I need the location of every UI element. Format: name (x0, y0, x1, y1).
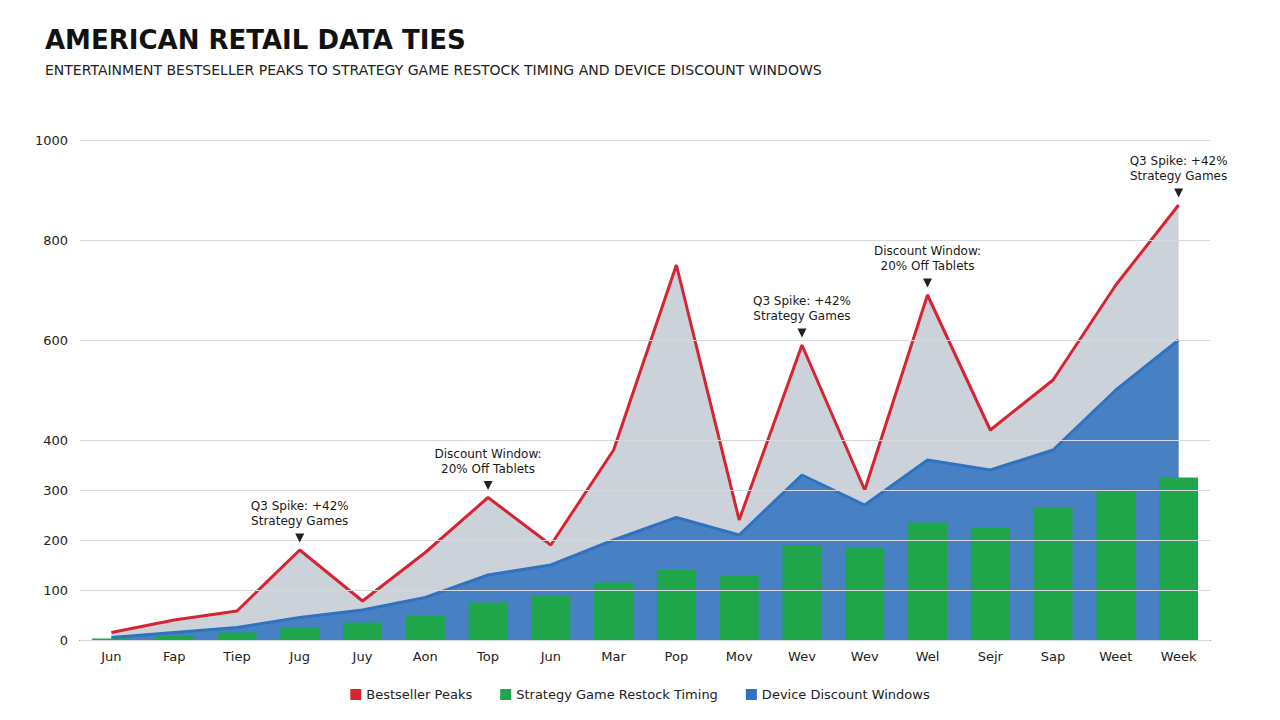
svg-text:20% Off Tablets: 20% Off Tablets (441, 462, 535, 476)
svg-text:Tiep: Tiep (222, 649, 250, 664)
svg-text:Strategy Games: Strategy Games (251, 514, 348, 528)
svg-text:Fap: Fap (163, 649, 186, 664)
svg-text:Q3 Spike: +42%: Q3 Spike: +42% (1130, 154, 1228, 168)
svg-text:800: 800 (43, 233, 68, 248)
svg-text:Discount Window:: Discount Window: (874, 244, 981, 258)
svg-text:Sap: Sap (1041, 649, 1065, 664)
svg-text:Strategy Game Restock Timing: Strategy Game Restock Timing (516, 687, 718, 702)
svg-text:Q3 Spike: +42%: Q3 Spike: +42% (753, 294, 851, 308)
svg-text:300: 300 (43, 483, 68, 498)
svg-text:Jun: Jun (100, 649, 121, 664)
svg-text:Sejr: Sejr (978, 649, 1004, 664)
svg-text:Wev: Wev (788, 649, 816, 664)
svg-text:Strategy Games: Strategy Games (753, 309, 850, 323)
svg-text:100: 100 (43, 583, 68, 598)
svg-text:AMERICAN RETAIL DATA TIES: AMERICAN RETAIL DATA TIES (45, 25, 466, 55)
svg-text:Pop: Pop (665, 649, 689, 664)
svg-text:Jun: Jun (540, 649, 561, 664)
svg-text:Juy: Juy (352, 649, 373, 664)
svg-text:1000: 1000 (35, 133, 68, 148)
svg-text:Week: Week (1161, 649, 1197, 664)
svg-text:200: 200 (43, 533, 68, 548)
svg-text:600: 600 (43, 333, 68, 348)
svg-text:Mar: Mar (601, 649, 626, 664)
svg-text:0: 0 (60, 633, 68, 648)
svg-text:Weet: Weet (1099, 649, 1132, 664)
svg-text:Jug: Jug (289, 649, 310, 664)
svg-text:Discount Window:: Discount Window: (434, 447, 541, 461)
svg-text:Wev: Wev (851, 649, 879, 664)
svg-text:Wel: Wel (916, 649, 940, 664)
svg-text:Aon: Aon (413, 649, 438, 664)
svg-text:Top: Top (476, 649, 499, 664)
svg-text:Q3 Spike: +42%: Q3 Spike: +42% (251, 499, 349, 513)
svg-text:Device Discount Windows: Device Discount Windows (762, 687, 930, 702)
svg-text:Mov: Mov (726, 649, 753, 664)
svg-text:Strategy Games: Strategy Games (1130, 169, 1227, 183)
svg-text:20% Off Tablets: 20% Off Tablets (880, 259, 974, 273)
svg-text:Bestseller Peaks: Bestseller Peaks (366, 687, 472, 702)
svg-text:ENTERTAINMENT BESTSELLER PEAKS: ENTERTAINMENT BESTSELLER PEAKS TO STRATE… (45, 62, 822, 78)
svg-text:400: 400 (43, 433, 68, 448)
